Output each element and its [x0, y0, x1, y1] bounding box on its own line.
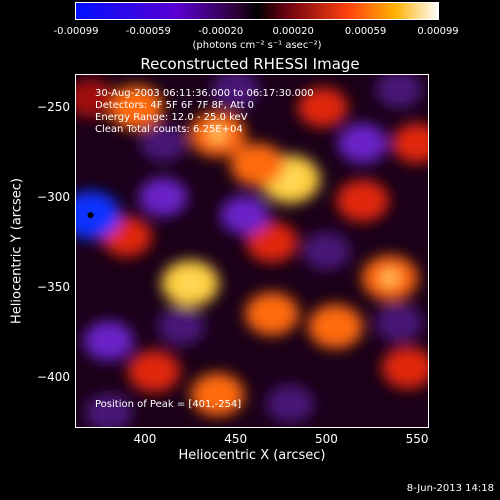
negative-blob — [211, 75, 260, 109]
negative-blob — [302, 232, 351, 270]
emission-blob — [108, 85, 164, 130]
energy-annotation: Energy Range: 12.0 - 25.0 keV — [95, 112, 248, 123]
y-tick-label: −250 — [37, 100, 70, 115]
heatmap-image — [76, 75, 428, 427]
colorbar-tick-label: -0.00059 — [125, 26, 171, 37]
marker-dot — [87, 212, 94, 219]
y-tick-label: −350 — [37, 279, 70, 294]
emission-blob — [190, 373, 245, 417]
chart-title: Reconstructed RHESSI Image — [140, 55, 360, 73]
y-tick-label: −300 — [37, 190, 70, 205]
negative-blob — [337, 123, 388, 164]
emission-blob — [297, 87, 348, 128]
x-tick-label: 450 — [224, 432, 248, 446]
negative-blob — [139, 124, 187, 162]
peak-position-annotation: Position of Peak = [401,-254] — [95, 399, 242, 410]
colorbar-tick-label: 0.00059 — [344, 26, 387, 37]
negative-blob — [157, 307, 205, 346]
detectors-annotation: Detectors: 4F 5F 6F 7F 8F, Att 0 — [95, 100, 255, 111]
negative-blob — [138, 177, 188, 217]
y-tick-label: −400 — [37, 369, 70, 384]
emission-blob — [381, 346, 428, 389]
emission-core — [283, 172, 298, 187]
negative-blob — [266, 384, 314, 423]
negative-blob — [220, 195, 270, 235]
negative-blob — [83, 320, 134, 361]
emission-blob — [307, 304, 363, 349]
emission-blob — [392, 123, 428, 164]
emission-blob — [246, 221, 298, 263]
negative-blob — [84, 393, 133, 427]
emission-blob — [336, 179, 389, 222]
negative-blob — [375, 303, 423, 342]
x-axis-label: Heliocentric X (arcsec) — [178, 448, 326, 463]
negative-blob — [76, 191, 121, 240]
emission-core — [382, 270, 397, 285]
x-tick-label: 400 — [133, 432, 157, 446]
emission-core — [183, 276, 198, 291]
timestamp: 8-Jun-2013 14:18 — [406, 483, 494, 494]
colorbar-tick-label: 0.00099 — [417, 26, 459, 37]
emission-blob — [230, 143, 285, 187]
emission-blob — [76, 78, 115, 118]
y-axis-label: Heliocentric Y (arcsec) — [9, 178, 25, 324]
clean-annotation: Clean Total counts: 6.25E+04 — [95, 124, 243, 135]
colorbar — [75, 2, 439, 20]
colorbar-unit-label: (photons cm⁻² s⁻¹ asec⁻²) — [192, 40, 322, 51]
emission-core — [210, 127, 225, 142]
colorbar-tick-label: 0.00020 — [272, 26, 314, 37]
emission-blob — [245, 292, 299, 336]
colorbar-tick-label: -0.00099 — [53, 26, 99, 37]
emission-blob — [127, 350, 181, 393]
colorbar-gradient — [76, 3, 438, 19]
x-tick-label: 550 — [405, 432, 429, 446]
negative-blob — [375, 75, 423, 108]
time-range-annotation: 30-Aug-2003 06:11:36.000 to 06:17:30.000 — [95, 88, 314, 99]
colorbar-tick-label: -0.00020 — [198, 26, 244, 37]
x-tick-label: 500 — [314, 432, 338, 446]
plot-area — [75, 74, 429, 428]
